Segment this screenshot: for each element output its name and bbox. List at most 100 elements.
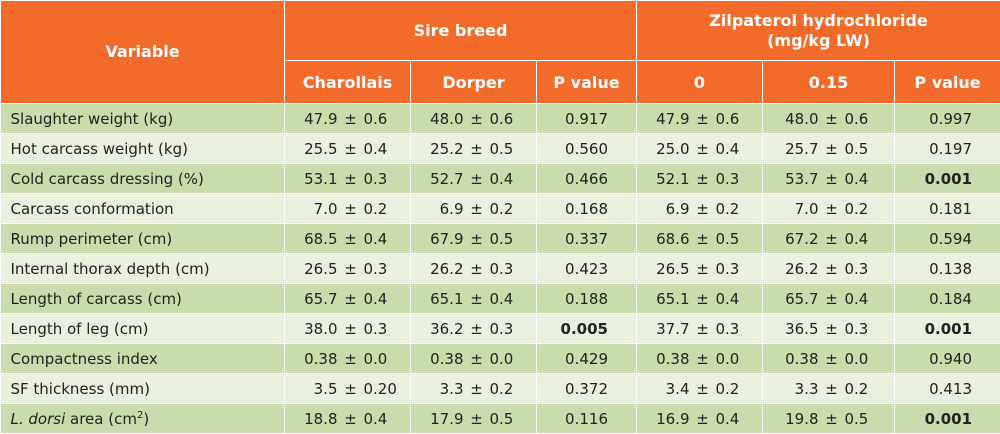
mean-value: 19.8	[779, 410, 819, 428]
mean-value: 68.5	[298, 230, 338, 248]
header-dorper: Dorper	[411, 61, 537, 104]
se-value: 0.0	[845, 350, 879, 368]
plus-minus-sign: ±	[690, 110, 716, 128]
se-value: 0.6	[364, 110, 398, 128]
plus-minus-sign: ±	[464, 230, 490, 248]
row-label: Rump perimeter (cm)	[1, 224, 285, 254]
plus-minus-sign: ±	[819, 380, 845, 398]
mean-value: 36.2	[424, 320, 464, 338]
se-value: 0.3	[490, 320, 524, 338]
mean-sd-cell: 26.2±0.3	[763, 254, 895, 284]
mean-sd-cell: 65.1±0.4	[411, 284, 537, 314]
row-label: Slaughter weight (kg)	[1, 104, 285, 134]
mean-value: 65.1	[424, 290, 464, 308]
mean-sd-cell: 47.9±0.6	[637, 104, 763, 134]
mean-value: 48.0	[779, 110, 819, 128]
se-value: 0.3	[364, 260, 398, 278]
row-label: Cold carcass dressing (%)	[1, 164, 285, 194]
mean-sd-cell: 36.2±0.3	[411, 314, 537, 344]
mean-value: 65.1	[650, 290, 690, 308]
p-value-cell: 0.413	[895, 374, 1000, 404]
mean-sd-cell: 67.9±0.5	[411, 224, 537, 254]
mean-value: 0.38	[650, 350, 690, 368]
p-value-cell: 0.560	[537, 134, 637, 164]
plus-minus-sign: ±	[464, 110, 490, 128]
se-value: 0.4	[845, 290, 879, 308]
mean-value: 53.1	[298, 170, 338, 188]
p-value-cell: 0.372	[537, 374, 637, 404]
plus-minus-sign: ±	[338, 350, 364, 368]
se-value: 0.4	[845, 230, 879, 248]
se-value: 0.2	[845, 200, 879, 218]
plus-minus-sign: ±	[819, 260, 845, 278]
mean-sd-cell: 7.0±0.2	[763, 194, 895, 224]
p-value-cell: 0.423	[537, 254, 637, 284]
row-label: SF thickness (mm)	[1, 374, 285, 404]
mean-sd-cell: 0.38±0.0	[411, 344, 537, 374]
mean-sd-cell: 68.5±0.4	[285, 224, 411, 254]
mean-sd-cell: 52.1±0.3	[637, 164, 763, 194]
mean-value: 68.6	[650, 230, 690, 248]
mean-value: 37.7	[650, 320, 690, 338]
header-pvalue-zilpaterol: P value	[895, 61, 1000, 104]
mean-value: 26.2	[424, 260, 464, 278]
plus-minus-sign: ±	[338, 380, 364, 398]
p-value-cell: 0.197	[895, 134, 1000, 164]
se-value: 0.3	[845, 260, 879, 278]
plus-minus-sign: ±	[819, 290, 845, 308]
se-value: 0.2	[490, 380, 524, 398]
plus-minus-sign: ±	[464, 170, 490, 188]
mean-value: 67.2	[779, 230, 819, 248]
plus-minus-sign: ±	[690, 260, 716, 278]
se-value: 0.5	[490, 230, 524, 248]
mean-sd-cell: 25.2±0.5	[411, 134, 537, 164]
plus-minus-sign: ±	[338, 320, 364, 338]
mean-sd-cell: 6.9±0.2	[411, 194, 537, 224]
se-value: 0.4	[490, 170, 524, 188]
plus-minus-sign: ±	[819, 320, 845, 338]
p-value-cell: 0.917	[537, 104, 637, 134]
plus-minus-sign: ±	[690, 230, 716, 248]
row-label: Length of carcass (cm)	[1, 284, 285, 314]
mean-value: 3.3	[779, 380, 819, 398]
mean-sd-cell: 0.38±0.0	[285, 344, 411, 374]
header-variable: Variable	[1, 1, 285, 104]
se-value: 0.4	[364, 230, 398, 248]
p-value-cell: 0.116	[537, 404, 637, 434]
p-value-cell: 0.188	[537, 284, 637, 314]
row-label: Carcass conformation	[1, 194, 285, 224]
header-zilpaterol-line1: Zilpaterol hydrochloride	[709, 11, 927, 30]
p-value-cell: 0.184	[895, 284, 1000, 314]
p-value-cell: 0.001	[895, 314, 1000, 344]
mean-value: 52.7	[424, 170, 464, 188]
mean-value: 25.7	[779, 140, 819, 158]
se-value: 0.3	[716, 260, 750, 278]
p-value-cell: 0.168	[537, 194, 637, 224]
mean-value: 16.9	[650, 410, 690, 428]
mean-sd-cell: 25.5±0.4	[285, 134, 411, 164]
row-label: Compactness index	[1, 344, 285, 374]
mean-sd-cell: 26.5±0.3	[637, 254, 763, 284]
mean-sd-cell: 47.9±0.6	[285, 104, 411, 134]
mean-value: 47.9	[298, 110, 338, 128]
plus-minus-sign: ±	[464, 410, 490, 428]
plus-minus-sign: ±	[464, 290, 490, 308]
p-value-cell: 0.001	[895, 404, 1000, 434]
mean-value: 0.38	[298, 350, 338, 368]
se-value: 0.3	[364, 170, 398, 188]
mean-sd-cell: 17.9±0.5	[411, 404, 537, 434]
plus-minus-sign: ±	[690, 320, 716, 338]
row-label: L. dorsi area (cm2)	[1, 404, 285, 434]
plus-minus-sign: ±	[338, 410, 364, 428]
se-value: 0.4	[716, 410, 750, 428]
se-value: 0.4	[364, 140, 398, 158]
p-value-cell: 0.001	[895, 164, 1000, 194]
mean-sd-cell: 36.5±0.3	[763, 314, 895, 344]
plus-minus-sign: ±	[819, 200, 845, 218]
mean-value: 48.0	[424, 110, 464, 128]
